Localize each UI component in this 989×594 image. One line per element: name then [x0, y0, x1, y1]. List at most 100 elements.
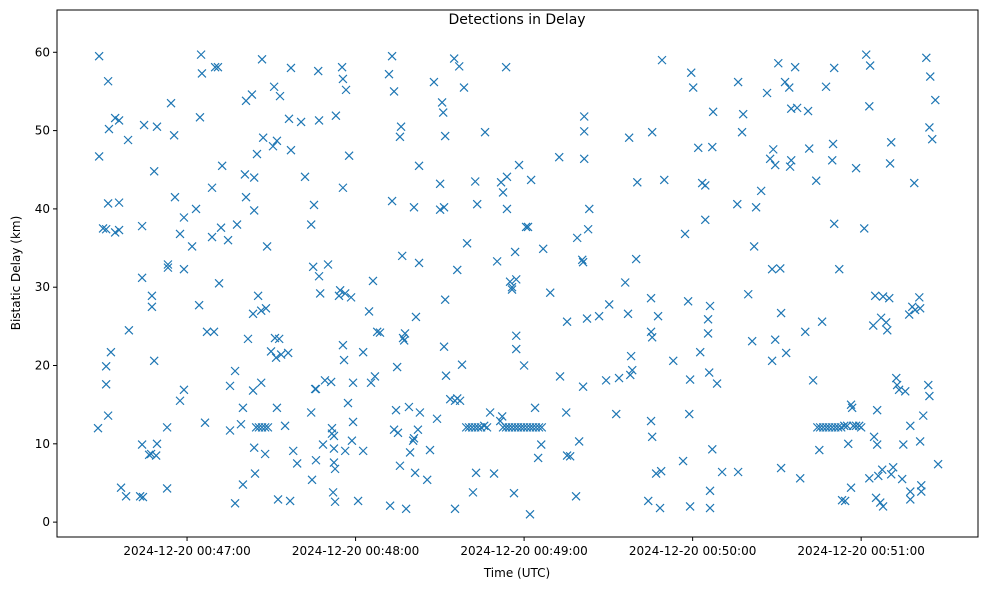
- data-point: [449, 54, 459, 63]
- data-point: [243, 334, 253, 344]
- data-point: [462, 238, 472, 248]
- data-points: [93, 50, 943, 519]
- data-point: [509, 488, 519, 498]
- data-point: [415, 408, 425, 417]
- x-tick-label: 2024-12-20 00:47:00: [123, 544, 250, 558]
- data-point: [933, 459, 943, 469]
- data-point: [337, 62, 347, 72]
- data-point: [479, 421, 489, 431]
- data-point: [387, 196, 397, 206]
- data-point: [828, 139, 838, 149]
- data-point: [308, 262, 318, 272]
- data-point: [348, 417, 358, 427]
- data-point: [749, 242, 759, 251]
- data-point: [269, 82, 279, 92]
- data-point: [705, 503, 715, 513]
- data-point: [470, 177, 480, 186]
- y-tick-label: 50: [35, 124, 50, 138]
- data-point: [577, 255, 587, 265]
- data-point: [888, 462, 898, 472]
- y-axis-ticks: 0 10 20 30 40 50 60: [35, 45, 57, 529]
- data-point: [435, 205, 445, 215]
- data-point: [309, 200, 319, 210]
- data-point: [708, 107, 718, 117]
- data-point: [283, 348, 293, 358]
- data-point: [834, 264, 844, 274]
- data-point: [632, 177, 642, 187]
- data-point: [646, 327, 656, 337]
- data-point: [366, 378, 376, 388]
- data-point: [916, 487, 926, 497]
- data-point: [851, 163, 861, 173]
- data-point: [578, 382, 588, 392]
- data-point: [392, 362, 402, 372]
- data-point: [655, 503, 665, 513]
- data-point: [401, 504, 411, 514]
- data-point: [273, 494, 283, 504]
- data-point: [137, 273, 147, 283]
- data-point: [144, 450, 154, 460]
- data-point: [238, 403, 248, 413]
- data-point: [814, 445, 824, 455]
- data-point: [326, 377, 336, 387]
- data-point: [684, 409, 694, 419]
- data-point: [422, 475, 432, 485]
- data-point: [840, 496, 850, 506]
- data-point: [450, 504, 460, 514]
- data-point: [471, 468, 481, 478]
- data-point: [271, 353, 281, 363]
- data-point: [410, 468, 420, 478]
- data-point: [432, 414, 442, 424]
- data-point: [843, 439, 853, 449]
- data-point: [905, 421, 915, 431]
- data-point: [252, 149, 262, 159]
- data-point: [439, 202, 449, 212]
- data-point: [700, 215, 710, 225]
- data-point: [405, 448, 415, 457]
- data-point: [705, 301, 715, 311]
- data-point: [313, 66, 323, 76]
- data-point: [523, 222, 533, 232]
- data-point: [892, 380, 902, 390]
- data-point: [391, 405, 401, 415]
- data-point: [846, 400, 856, 410]
- data-point: [248, 309, 258, 319]
- data-point: [803, 106, 813, 116]
- data-point: [873, 471, 883, 481]
- data-point: [878, 502, 888, 511]
- data-point: [790, 62, 800, 72]
- data-point: [250, 469, 260, 478]
- data-point: [340, 446, 350, 456]
- data-point: [795, 473, 805, 483]
- data-point: [924, 123, 934, 132]
- data-point: [653, 311, 663, 321]
- data-point: [207, 232, 217, 242]
- data-point: [368, 276, 378, 286]
- data-point: [395, 461, 405, 471]
- data-point: [286, 63, 296, 73]
- data-point: [280, 421, 290, 431]
- data-point: [717, 467, 727, 477]
- data-point: [314, 115, 324, 125]
- data-point: [768, 144, 778, 154]
- data-point: [241, 192, 251, 202]
- data-point: [338, 183, 348, 193]
- data-point: [328, 487, 338, 497]
- data-point: [924, 391, 934, 401]
- data-point: [260, 422, 270, 432]
- data-point: [346, 292, 356, 302]
- data-point: [776, 463, 786, 473]
- data-point: [93, 423, 103, 433]
- data-point: [152, 439, 162, 449]
- data-point: [792, 103, 802, 113]
- data-point: [101, 361, 111, 371]
- data-point: [457, 360, 467, 370]
- data-point: [526, 175, 536, 185]
- data-point: [393, 428, 403, 438]
- data-point: [511, 331, 521, 341]
- data-point: [338, 340, 348, 350]
- data-point: [339, 355, 349, 365]
- data-point: [574, 437, 584, 446]
- data-point: [507, 285, 517, 294]
- data-point: [507, 282, 517, 292]
